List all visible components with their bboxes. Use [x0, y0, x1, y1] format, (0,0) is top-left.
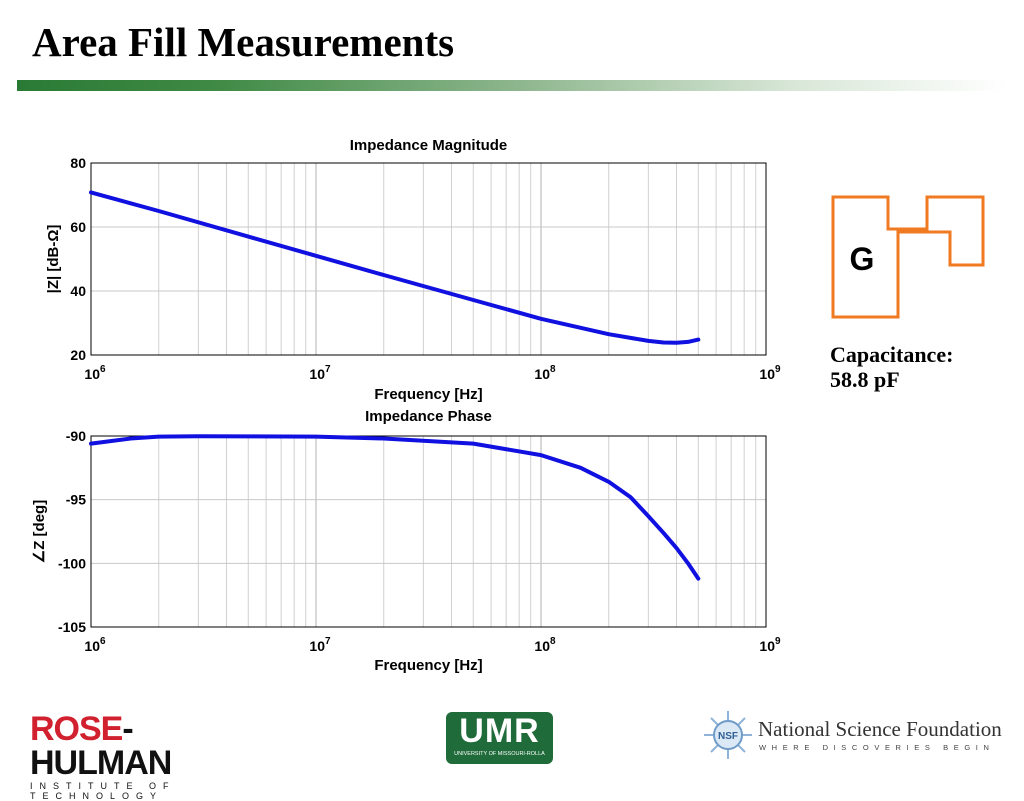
- x-axis-label: Frequency [Hz]: [374, 386, 482, 403]
- y-tick-label: -95: [66, 492, 86, 508]
- capacitance-label: Capacitance:: [830, 342, 954, 367]
- x-tick-label: 106: [84, 636, 106, 654]
- y-tick-label: -100: [58, 555, 86, 571]
- nsf-seal-text: NSF: [718, 731, 738, 742]
- capacitance-text: Capacitance: 58.8 pF: [830, 342, 953, 392]
- x-tick-label: 107: [309, 636, 331, 654]
- chart-title: Impedance Phase: [365, 408, 492, 425]
- impedance-magnitude-chart: 20 40 60 80 106 107 108 109 Impedance Magnitude F…: [45, 137, 781, 403]
- umr-logo-subtitle: UNIVERSITY OF MISSOURI-ROLLA: [454, 751, 545, 757]
- series-line: [89, 434, 701, 581]
- capacitance-value: 58.8 pF: [830, 367, 900, 392]
- nsf-logo-tagline: WHERE DISCOVERIES BEGIN: [759, 743, 995, 752]
- nsf-logo: NSF National Science Foundation WHERE DI…: [700, 705, 1002, 765]
- plot-frame: [90, 435, 767, 628]
- y-tick-label: 20: [70, 347, 86, 363]
- x-tick-label: 107: [309, 364, 331, 382]
- nsf-logo-name: National Science Foundation: [758, 717, 1002, 741]
- x-tick-label: 109: [759, 636, 781, 654]
- nsf-seal-icon: NSF: [704, 711, 752, 759]
- title-underline-bar: [17, 80, 1007, 91]
- area-fill-label: G: [850, 241, 875, 277]
- x-tick-label: 106: [84, 364, 106, 382]
- y-tick-label: -105: [58, 619, 86, 635]
- y-axis-label: ∠Z [deg]: [31, 500, 48, 563]
- x-tick-label: 108: [534, 364, 556, 382]
- x-axis-label: Frequency [Hz]: [374, 657, 482, 674]
- umr-logo-name: UMR: [459, 712, 540, 750]
- rose-hulman-logo: ROSE-HULMAN INSTITUTE OF TECHNOLOGY: [30, 710, 270, 801]
- x-tick-label: 108: [534, 636, 556, 654]
- area-fill-diagram: G: [831, 195, 985, 319]
- area-fill-outline: [831, 195, 985, 319]
- plot-area: [91, 436, 766, 627]
- slide-title: Area Fill Measurements: [32, 19, 455, 65]
- series-line: [89, 190, 701, 345]
- y-tick-label: 40: [70, 283, 86, 299]
- plot-frame: [90, 162, 767, 356]
- chart-title: Impedance Magnitude: [350, 137, 508, 154]
- y-tick-label: 80: [70, 155, 86, 171]
- umr-logo: UMR UNIVERSITY OF MISSOURI-ROLLA: [446, 712, 553, 764]
- y-axis-label: |Z| [dB-Ω]: [45, 225, 62, 294]
- rose-hulman-logo-subtitle: INSTITUTE OF TECHNOLOGY: [30, 781, 176, 801]
- x-tick-label: 109: [759, 364, 781, 382]
- rose-hulman-logo-rose: ROSE: [30, 710, 123, 748]
- plot-area: [91, 163, 766, 355]
- impedance-charts: 20 40 60 80 106 107 108 109 Impedance Magnitude F…: [31, 137, 985, 674]
- y-tick-label: -90: [66, 428, 86, 444]
- y-tick-label: 60: [70, 219, 86, 235]
